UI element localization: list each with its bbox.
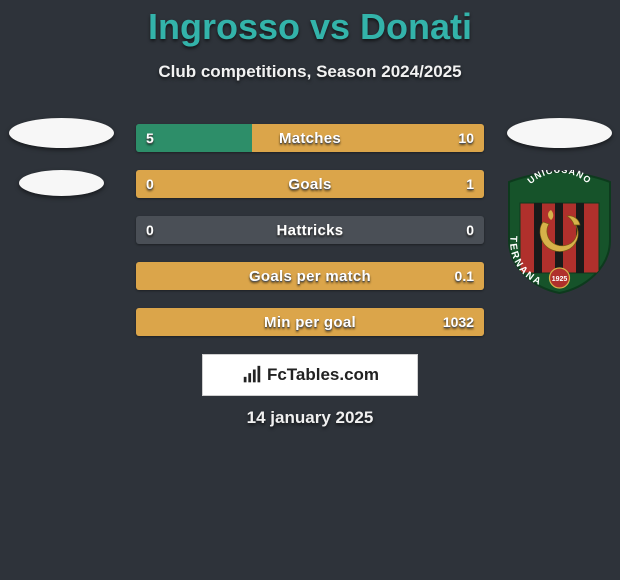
bar-label: Min per goal bbox=[136, 308, 484, 336]
bar-label: Hattricks bbox=[136, 216, 484, 244]
subtitle: Club competitions, Season 2024/2025 bbox=[0, 62, 620, 82]
left-team-badge-1 bbox=[9, 118, 114, 148]
bar-left-value: 0 bbox=[146, 216, 154, 244]
svg-text:1925: 1925 bbox=[551, 276, 567, 283]
bar-right-value: 1032 bbox=[443, 308, 474, 336]
page-title: Ingrosso vs Donati bbox=[0, 0, 620, 48]
watermark: FcTables.com bbox=[202, 354, 418, 396]
watermark-text: FcTables.com bbox=[267, 365, 379, 385]
stat-bar-row: Goals per match0.1 bbox=[136, 262, 484, 290]
stat-bars: Matches510Goals01Hattricks00Goals per ma… bbox=[136, 124, 484, 336]
left-team-badge-2 bbox=[19, 170, 104, 196]
bar-left-value: 5 bbox=[146, 124, 154, 152]
bar-right-value: 10 bbox=[458, 124, 474, 152]
bar-label: Goals bbox=[136, 170, 484, 198]
stat-bar-row: Min per goal1032 bbox=[136, 308, 484, 336]
bar-right-value: 1 bbox=[466, 170, 474, 198]
bar-right-value: 0 bbox=[466, 216, 474, 244]
bar-right-value: 0.1 bbox=[455, 262, 474, 290]
right-badges: UNICUSANO TERNANA 1925 bbox=[504, 118, 614, 295]
left-badges bbox=[6, 118, 116, 196]
right-team-badge-1 bbox=[507, 118, 612, 148]
bar-label: Matches bbox=[136, 124, 484, 152]
ternana-crest: UNICUSANO TERNANA 1925 bbox=[507, 170, 612, 295]
date-text: 14 january 2025 bbox=[0, 408, 620, 428]
stat-bar-row: Matches5 10 bbox=[136, 124, 484, 152]
bar-chart-icon bbox=[241, 364, 263, 386]
bar-left-value: 0 bbox=[146, 170, 154, 198]
stat-bar-row: Goals0 1 bbox=[136, 170, 484, 198]
bar-label: Goals per match bbox=[136, 262, 484, 290]
stat-bar-row: Hattricks0 0 bbox=[136, 216, 484, 244]
